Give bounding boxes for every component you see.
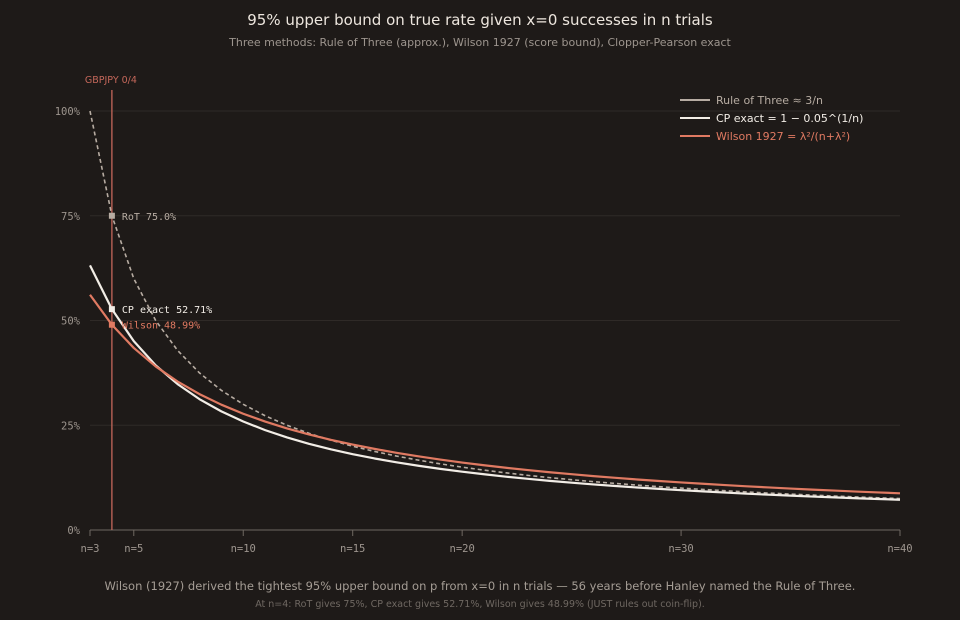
series-rule-of-three — [89, 110, 901, 500]
footer-note: Wilson (1927) derived the tightest 95% u… — [104, 579, 856, 593]
x-tick-label: n=30 — [668, 543, 693, 555]
y-tick-label: 0% — [67, 525, 80, 537]
series-wilson — [89, 294, 901, 495]
x-tick-label: n=5 — [124, 543, 143, 555]
legend-cp-exact-label: CP exact = 1 − 0.05^(1/n) — [716, 112, 863, 125]
legend-wilson-label: Wilson 1927 = λ²/(n+λ²) — [716, 130, 850, 143]
annotation-wilson-label: Wilson 48.99% — [122, 321, 200, 332]
series-cp-exact — [89, 264, 901, 501]
annotation-cp-exact-label: CP exact 52.71% — [122, 305, 212, 316]
marker-group: GBPJPY 0/4 RoT 75.0% CP exact 52.71% Wilson… — [85, 75, 212, 530]
x-tick-label: n=3 — [81, 543, 100, 555]
chart-title: 95% upper bound on true rate given x=0 s… — [247, 11, 713, 29]
x-tick-label: n=40 — [887, 543, 912, 555]
series-group — [89, 110, 901, 501]
legend: Rule of Three ≈ 3/n CP exact = 1 − 0.05^(… — [680, 94, 863, 143]
grid — [90, 110, 900, 426]
annotation-wilson-point — [108, 321, 115, 328]
x-tick-label: n=20 — [450, 543, 475, 555]
y-tick-label: 50% — [61, 316, 81, 328]
marker-label: GBPJPY 0/4 — [85, 75, 137, 86]
annotation-cp-exact-point — [108, 306, 115, 313]
annotation-rot-point — [108, 212, 115, 219]
x-tick-label: n=10 — [231, 543, 256, 555]
y-tick-label: 75% — [61, 211, 81, 223]
x-tick-label: n=15 — [340, 543, 365, 555]
legend-rule-of-three-label: Rule of Three ≈ 3/n — [716, 94, 823, 107]
axes: 0% 25% 50% 75% 100% n=3 n=5 n=10 n=15 n=20 n=30 n=4… — [55, 106, 913, 555]
chart-subtitle: Three methods: Rule of Three (approx.), … — [229, 36, 731, 49]
annotation-rot-label: RoT 75.0% — [122, 212, 176, 223]
y-tick-label: 100% — [55, 106, 81, 118]
footer-detail: At n=4: RoT gives 75%, CP exact gives 52… — [255, 599, 705, 610]
y-tick-label: 25% — [61, 420, 81, 432]
